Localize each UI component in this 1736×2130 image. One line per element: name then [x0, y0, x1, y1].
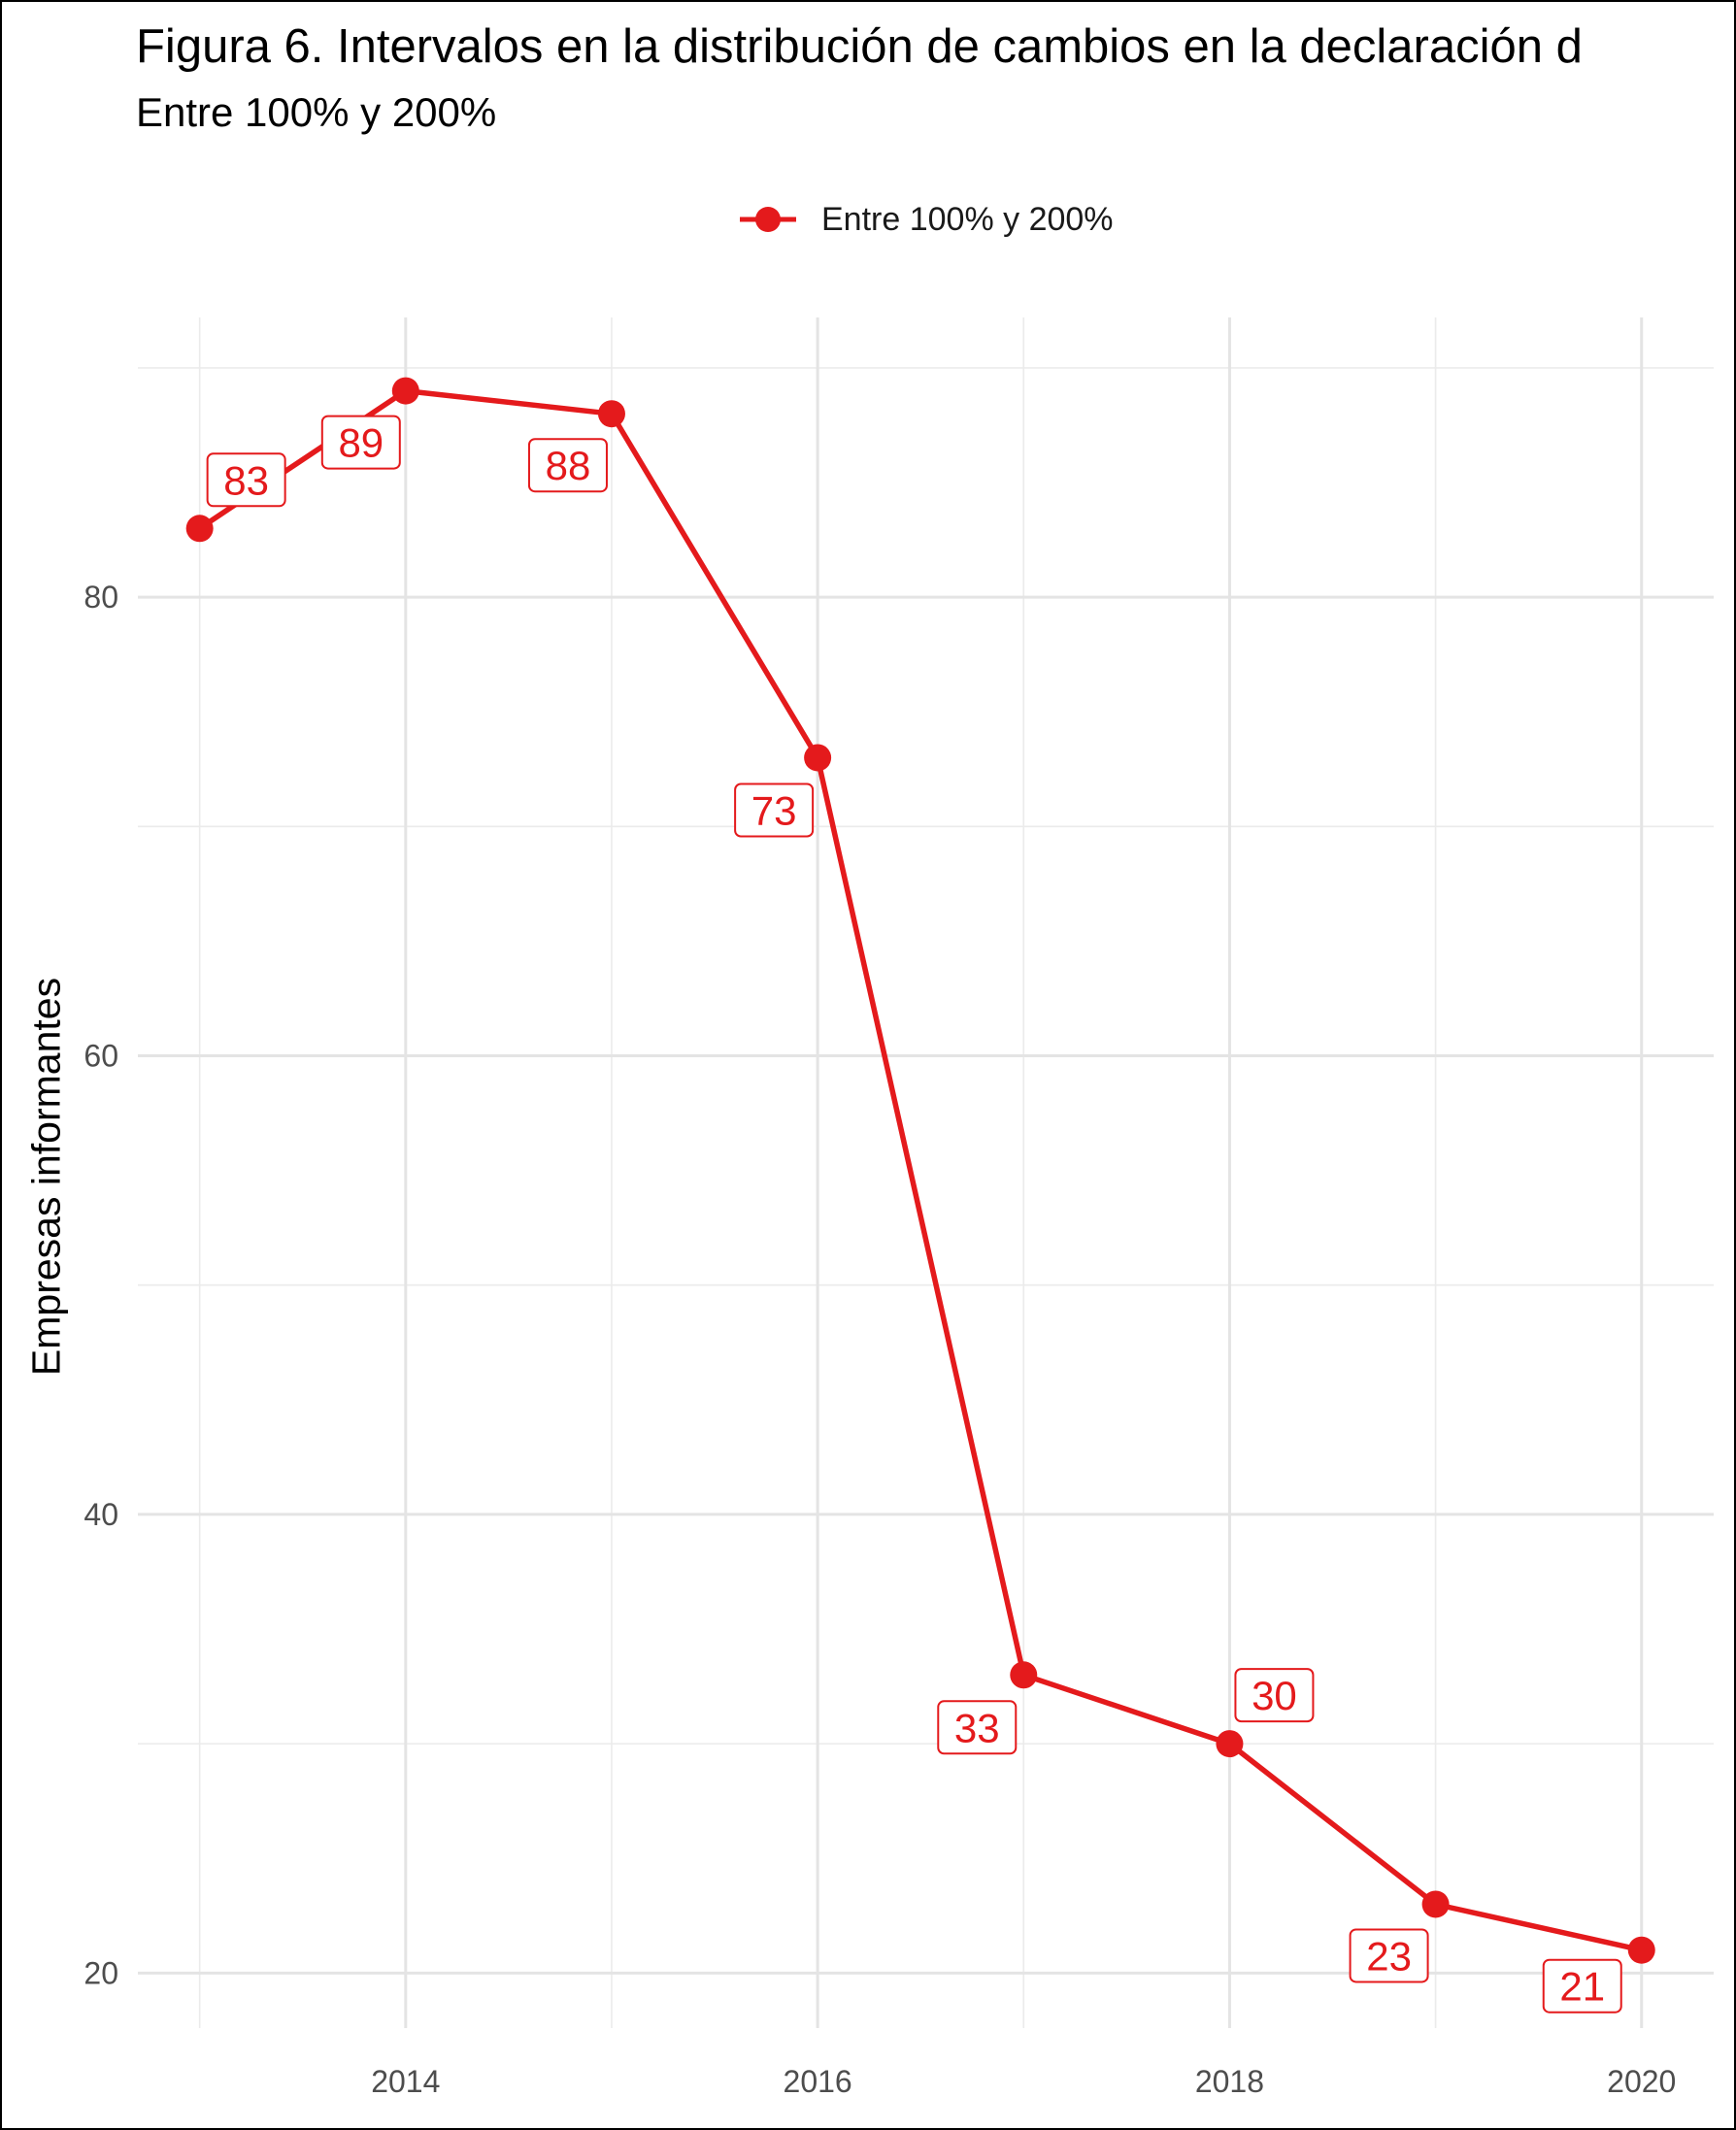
series-line: [196, 387, 1645, 1953]
data-point: [1421, 1890, 1450, 1918]
data-label: 21: [1559, 1964, 1605, 2010]
data-label: 23: [1366, 1933, 1412, 1979]
y-tick-label: 20: [83, 1955, 118, 1990]
x-tick-label: 2014: [371, 2064, 440, 2099]
x-tick-label: 2018: [1195, 2064, 1264, 2099]
data-point: [1627, 1936, 1655, 1964]
data-label-box: [206, 452, 286, 508]
data-point: [391, 377, 419, 405]
data-label: 88: [546, 443, 591, 488]
data-label: 89: [338, 420, 384, 466]
x-tick-label: 2020: [1607, 2064, 1676, 2099]
x-tick-label: 2016: [784, 2064, 852, 2099]
chart-title: Figura 6. Intervalos en la distribución …: [136, 20, 1583, 73]
chart-subtitle: Entre 100% y 200%: [136, 89, 497, 135]
data-label-box: [734, 782, 815, 838]
data-label: 73: [751, 787, 797, 833]
y-tick-label: 40: [83, 1497, 118, 1532]
legend: Entre 100% y 200%: [738, 196, 1114, 243]
legend-label: Entre 100% y 200%: [821, 200, 1114, 238]
data-label: 33: [954, 1705, 1000, 1750]
data-label-box: [1349, 1928, 1429, 1983]
data-point: [804, 744, 832, 772]
data-point: [597, 400, 625, 428]
data-label-box: [320, 415, 401, 470]
legend-key: [740, 207, 796, 232]
data-point: [1010, 1661, 1038, 1689]
data-label: 30: [1252, 1673, 1297, 1718]
data-label-box: [1542, 1958, 1622, 2014]
y-tick-label: 80: [83, 580, 118, 615]
data-point: [1216, 1730, 1244, 1758]
data-label: 83: [223, 457, 269, 503]
y-tick-label: 60: [83, 1039, 118, 1074]
data-label-box: [937, 1700, 1018, 1755]
data-label-box: [1234, 1668, 1315, 1723]
data-point: [185, 515, 214, 543]
data-label-box: [527, 438, 608, 493]
